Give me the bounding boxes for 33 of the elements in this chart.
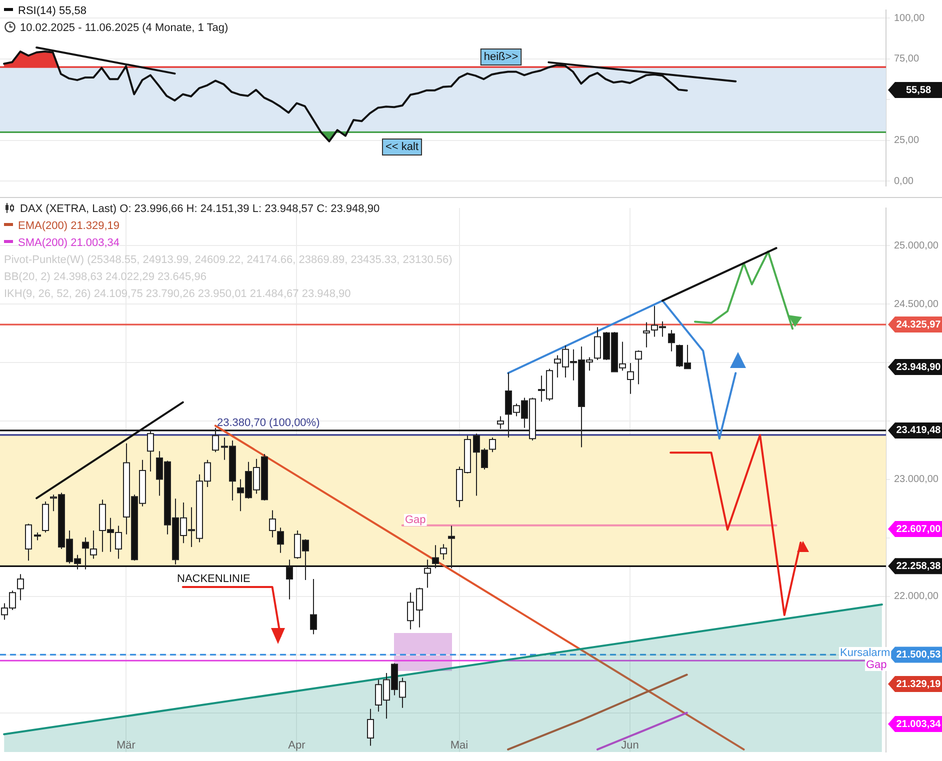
annotation: << kalt (385, 141, 419, 154)
x-tick-label: Mär (116, 740, 136, 752)
annotation: NACKENLINIE (177, 573, 250, 586)
y-tick-label: 0,00 (894, 176, 914, 187)
annotation: 23.380,70 (100,00%) (217, 417, 320, 430)
annotation: Gap (866, 659, 887, 672)
ref-line-label: 22.258,38 (896, 560, 942, 572)
x-tick-label: Apr (288, 740, 306, 752)
ref-line-label: 23.419,48 (896, 425, 942, 436)
ref-line-label: 21.500,53 (896, 649, 942, 660)
annotation: Kursalarm (840, 647, 890, 660)
y-tick-label: 100,00 (894, 12, 926, 24)
y-tick-label: 75,00 (894, 54, 920, 65)
text: 21.329,19 (896, 678, 942, 690)
legend-label: SMA(200) 21.003,34 (18, 237, 120, 249)
x-tick-label: Jun (621, 740, 639, 752)
text: 10.02.2025 - 11.06.2025 (4 Monate, 1 Tag) (19, 21, 228, 36)
annotation: heiß>> (484, 51, 518, 64)
chart-title: DAX (XETRA, Last) O: 23.996,66 H: 24.151,39 L: 23.948,57 C: 23.948,90 (19, 202, 381, 217)
y-tick-label: 25.000,00 (894, 240, 939, 252)
legend-label: RSI(14) 55,58 (18, 5, 86, 17)
text: 21.003,34 (896, 718, 942, 730)
y-tick-label: 23.000,00 (894, 474, 939, 486)
legend-label: EMA(200) 21.329,19 (18, 220, 120, 232)
y-tick-label: 25,00 (894, 135, 920, 146)
y-tick-label: 22.000,00 (894, 591, 939, 602)
x-tick-label: Mai (450, 740, 468, 752)
text: 55,58 (906, 84, 932, 96)
text: 23.948,90 (896, 362, 942, 373)
y-tick-label: 24.500,00 (894, 298, 939, 310)
annotation: Gap (405, 514, 426, 526)
text: 22.607,00 (896, 524, 942, 535)
ref-line-label: 24.325,97 (896, 319, 942, 330)
